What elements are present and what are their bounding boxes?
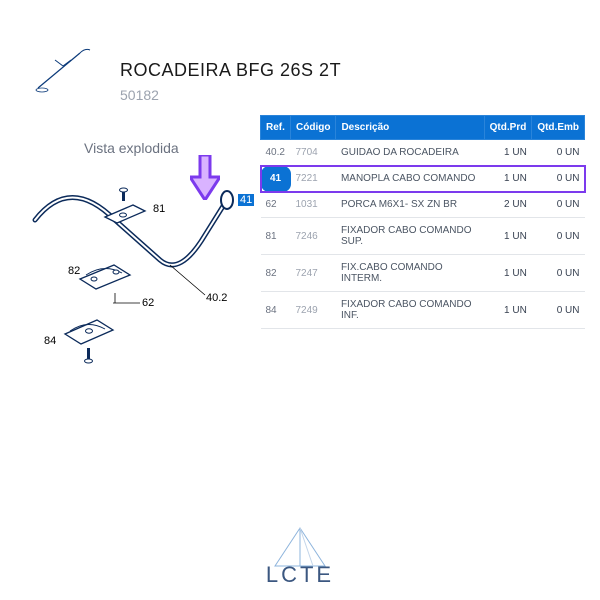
product-title: ROCADEIRA BFG 26S 2T [120, 60, 341, 81]
col-qtd-emb: Qtd.Emb [532, 116, 585, 140]
cell-desc: FIX.CABO COMANDO INTERM. [336, 255, 484, 292]
cell-ref: 40.2 [261, 140, 291, 166]
cell-ref: 81 [261, 218, 291, 255]
cell-ref: 62 [261, 192, 291, 218]
watermark-text: LCTE [266, 562, 334, 588]
watermark: LCTE [265, 526, 335, 588]
cell-codigo: 7221 [291, 166, 336, 192]
view-label: Vista explodida [84, 140, 179, 156]
table-row[interactable]: 621031PORCA M6X1- SX ZN BR2 UN0 UN [261, 192, 585, 218]
cell-ref: 84 [261, 292, 291, 329]
cell-qtd-prd: 2 UN [484, 192, 532, 218]
table-row[interactable]: 847249FIXADOR CABO COMANDO INF.1 UN0 UN [261, 292, 585, 329]
col-ref: Ref. [261, 116, 291, 140]
cell-desc: MANOPLA CABO COMANDO [336, 166, 484, 192]
table-header-row: Ref. Código Descrição Qtd.Prd Qtd.Emb [261, 116, 585, 140]
table-row[interactable]: 827247FIX.CABO COMANDO INTERM.1 UN0 UN [261, 255, 585, 292]
cell-qtd-emb: 0 UN [532, 166, 585, 192]
cell-qtd-prd: 1 UN [484, 218, 532, 255]
col-descricao: Descrição [336, 116, 484, 140]
cell-desc: GUIDAO DA ROCADEIRA [336, 140, 484, 166]
diagram-label-84[interactable]: 84 [44, 335, 56, 347]
cell-qtd-emb: 0 UN [532, 218, 585, 255]
cell-codigo: 7704 [291, 140, 336, 166]
cell-qtd-prd: 1 UN [484, 166, 532, 192]
cell-qtd-prd: 1 UN [484, 292, 532, 329]
diagram-label-82[interactable]: 82 [68, 265, 80, 277]
cell-qtd-prd: 1 UN [484, 140, 532, 166]
cell-qtd-emb: 0 UN [532, 255, 585, 292]
cell-codigo: 1031 [291, 192, 336, 218]
cell-ref: 82 [261, 255, 291, 292]
cell-ref: 41 [261, 166, 291, 192]
product-header: ROCADEIRA BFG 26S 2T 50182 [120, 60, 341, 103]
col-codigo: Código [291, 116, 336, 140]
diagram-label-81[interactable]: 81 [153, 203, 165, 215]
product-thumbnail [30, 38, 100, 98]
table-row[interactable]: 817246FIXADOR CABO COMANDO SUP.1 UN0 UN [261, 218, 585, 255]
product-code: 50182 [120, 87, 341, 103]
col-qtd-prd: Qtd.Prd [484, 116, 532, 140]
exploded-diagram: 81 82 84 62 40.2 41 [30, 165, 255, 395]
cell-qtd-emb: 0 UN [532, 292, 585, 329]
diagram-label-41[interactable]: 41 [238, 194, 254, 206]
cell-qtd-prd: 1 UN [484, 255, 532, 292]
cell-qtd-emb: 0 UN [532, 192, 585, 218]
cell-codigo: 7247 [291, 255, 336, 292]
cell-codigo: 7249 [291, 292, 336, 329]
table-row[interactable]: 417221MANOPLA CABO COMANDO1 UN0 UN [261, 166, 585, 192]
cell-desc: FIXADOR CABO COMANDO SUP. [336, 218, 484, 255]
diagram-label-402[interactable]: 40.2 [206, 292, 227, 304]
cell-desc: PORCA M6X1- SX ZN BR [336, 192, 484, 218]
cell-codigo: 7246 [291, 218, 336, 255]
pointer-arrow-icon [190, 155, 220, 200]
table-row[interactable]: 40.27704GUIDAO DA ROCADEIRA1 UN0 UN [261, 140, 585, 166]
cell-desc: FIXADOR CABO COMANDO INF. [336, 292, 484, 329]
diagram-label-62[interactable]: 62 [142, 297, 154, 309]
parts-table: Ref. Código Descrição Qtd.Prd Qtd.Emb 40… [260, 115, 585, 329]
cell-qtd-emb: 0 UN [532, 140, 585, 166]
